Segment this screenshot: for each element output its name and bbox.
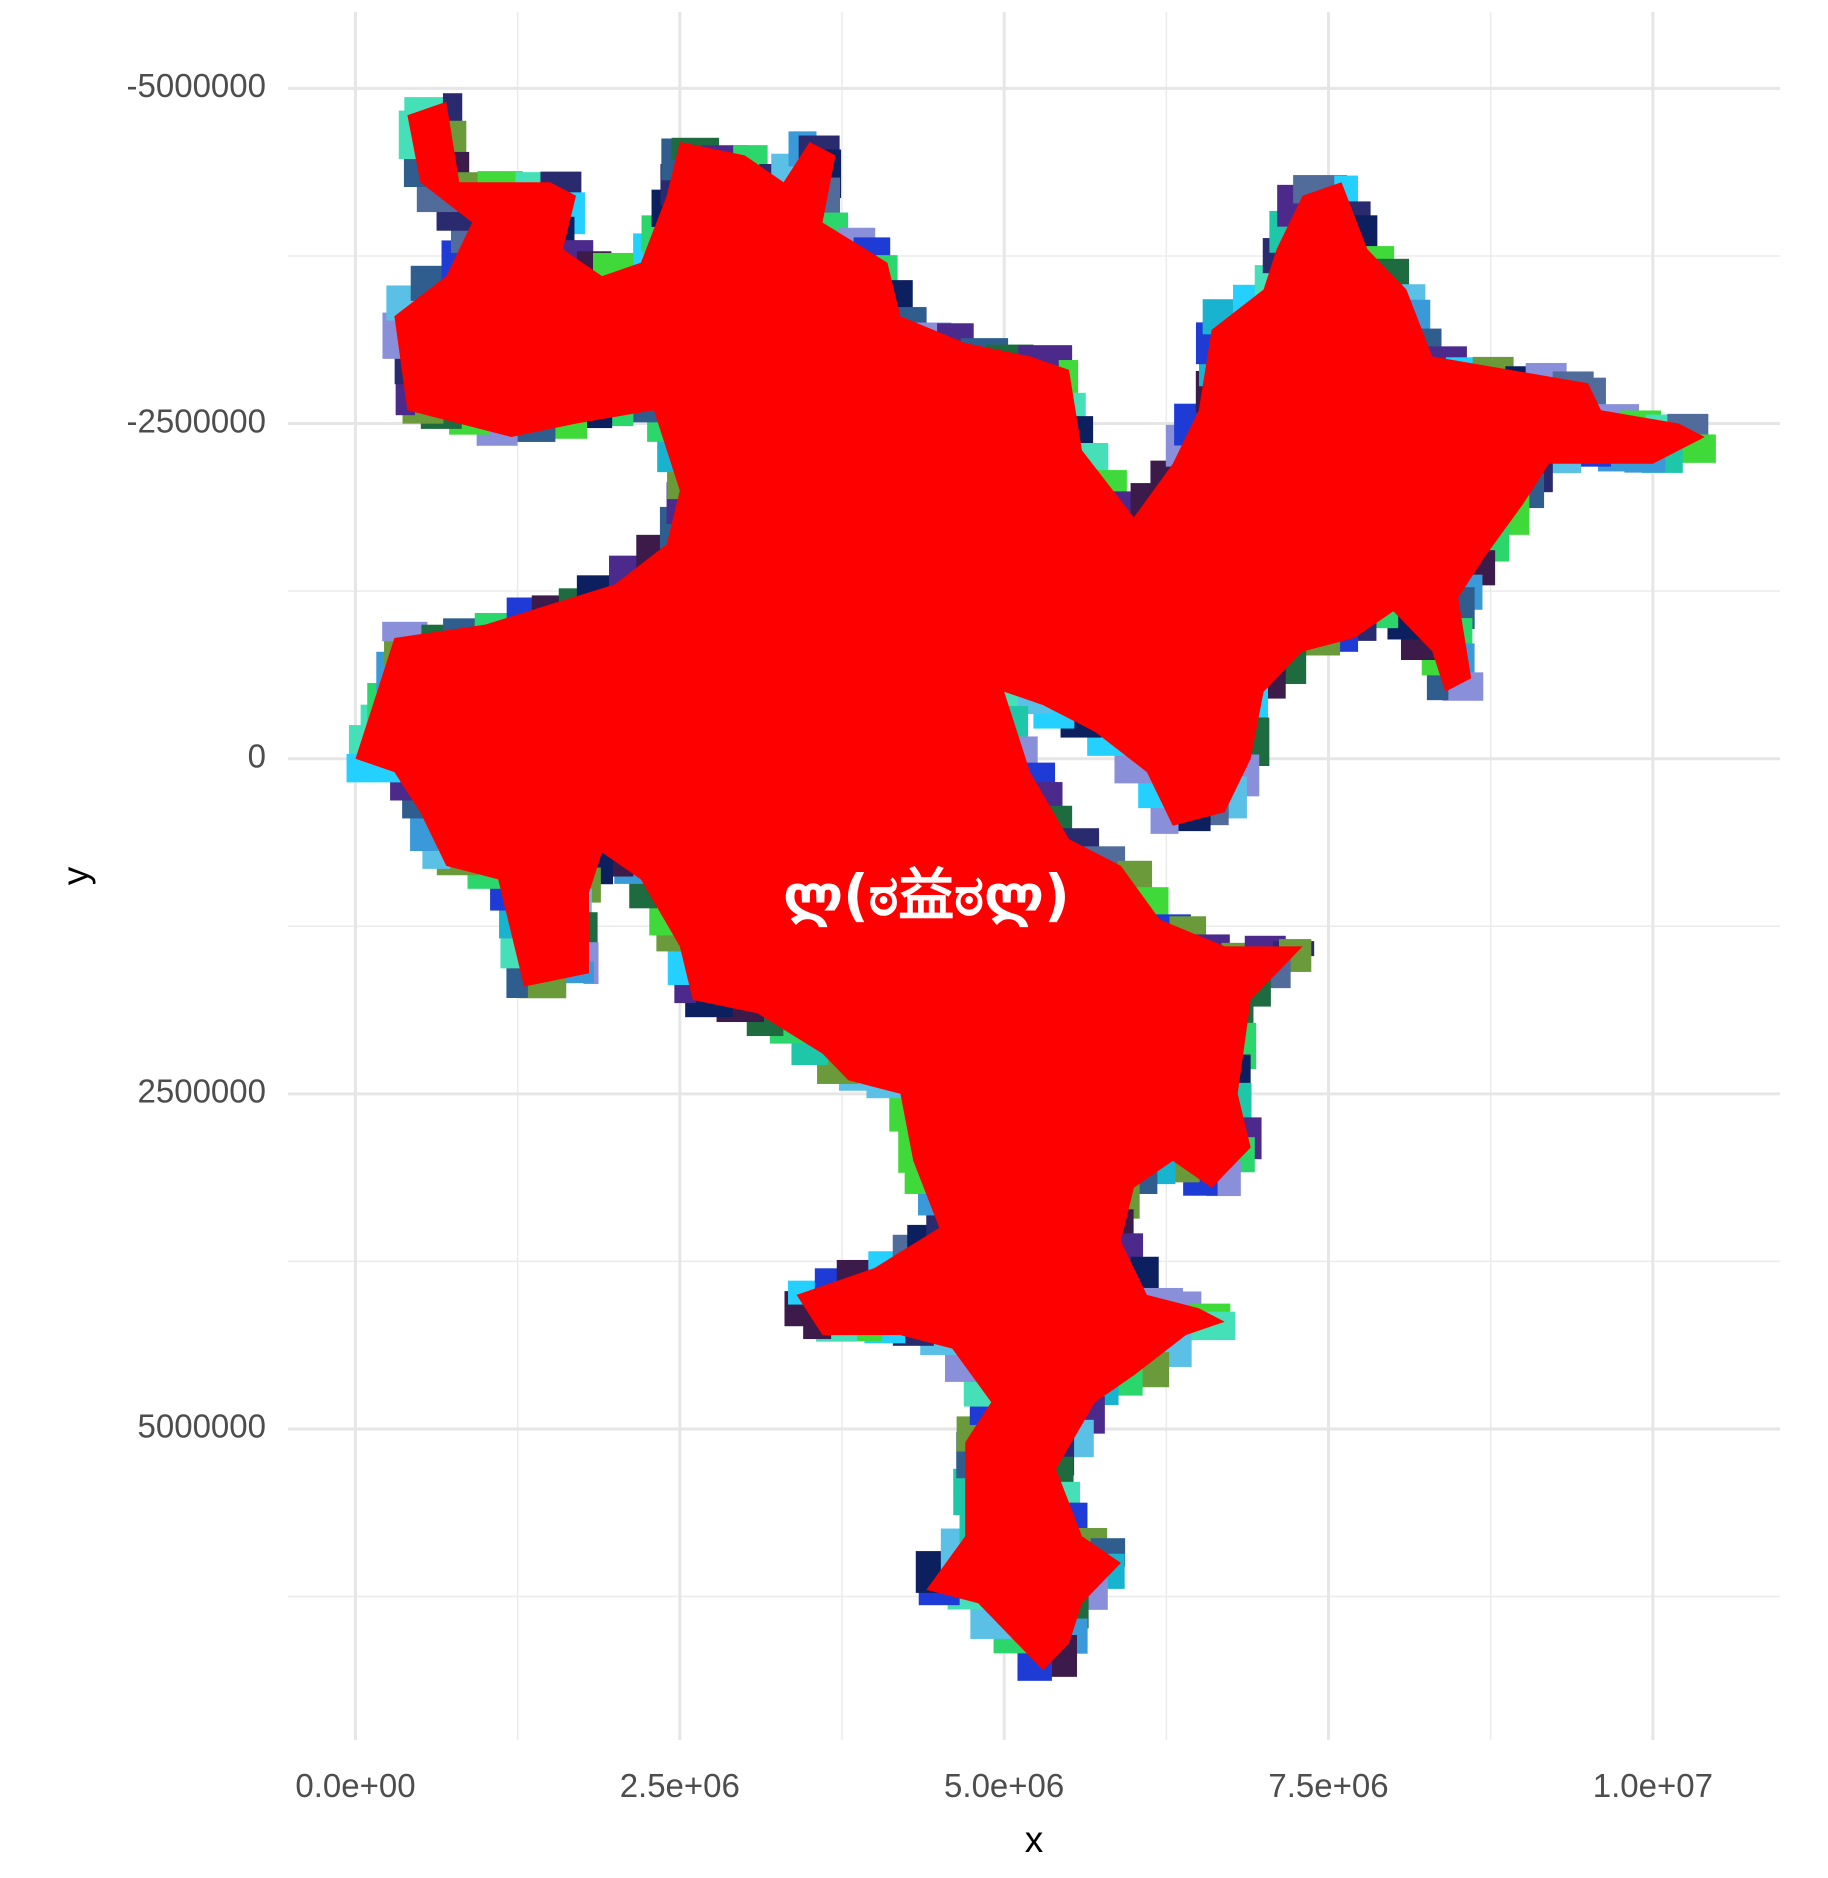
x-tick-label: 5.0e+06: [944, 1767, 1064, 1804]
annotation-label: ლ(ಠ益ಠლ): [783, 864, 1070, 929]
x-tick-label: 1.0e+07: [1593, 1767, 1713, 1804]
x-axis-title: x: [1025, 1819, 1044, 1860]
x-tick-label: 7.5e+06: [1268, 1767, 1388, 1804]
x-axis-tick-labels: 0.0e+00 2.5e+06 5.0e+06 7.5e+06 1.0e+07: [295, 1767, 1713, 1804]
y-tick-label: 0: [248, 737, 266, 774]
y-tick-label: -5000000: [127, 67, 266, 104]
x-tick-label: 0.0e+00: [295, 1767, 415, 1804]
y-axis-title: y: [55, 866, 96, 885]
y-tick-label: 2500000: [138, 1073, 266, 1110]
x-tick-label: 2.5e+06: [620, 1767, 740, 1804]
y-tick-label: 5000000: [138, 1408, 266, 1445]
y-tick-label: -2500000: [127, 402, 266, 439]
filled-region: [355, 101, 1705, 1671]
y-axis-tick-labels: -5000000 -2500000 0 2500000 5000000: [127, 67, 266, 1445]
border-segment: [953, 1468, 969, 1516]
